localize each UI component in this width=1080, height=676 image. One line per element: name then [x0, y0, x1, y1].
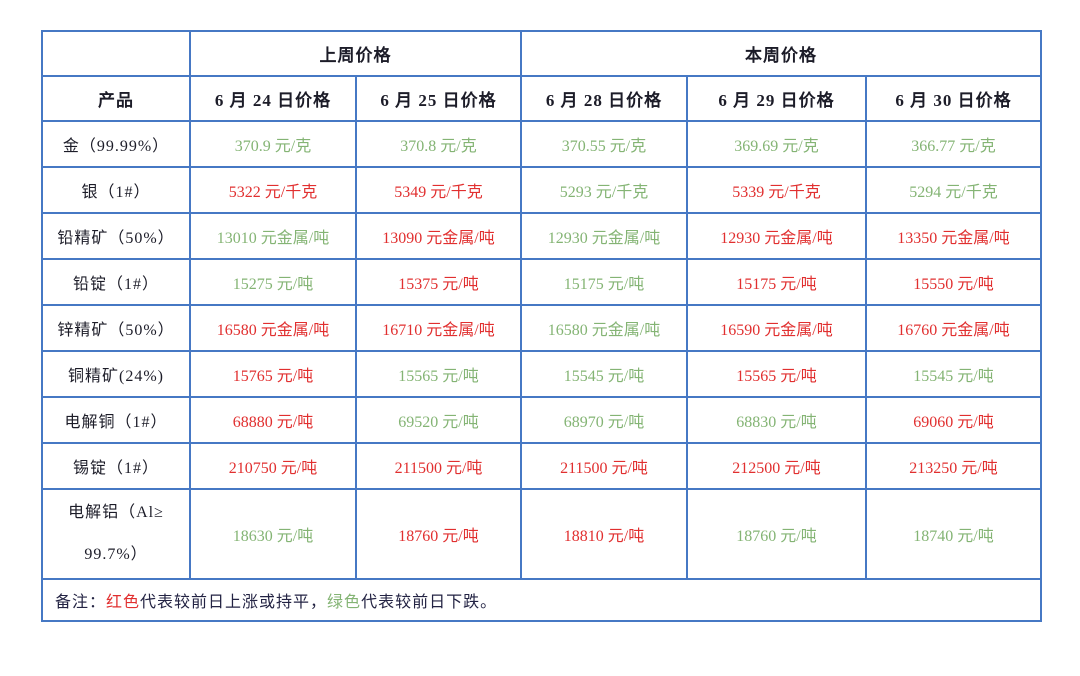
group-header-row: 上周价格 本周价格	[41, 30, 1043, 77]
product-cell: 铅锭（1#）	[41, 258, 191, 306]
price-cell: 366.77 元/克	[864, 120, 1043, 168]
date-header: 6 月 25 日价格	[355, 75, 522, 122]
product-cell: 铜精矿(24%)	[41, 350, 191, 398]
legend-note-row: 备注：红色代表较前日上涨或持平，绿色代表较前日下跌。	[40, 578, 1043, 622]
price-cell: 15565 元/吨	[355, 350, 522, 398]
group-this-week: 本周价格	[519, 30, 1043, 77]
note-prefix: 备注：	[55, 594, 107, 611]
price-cell: 18760 元/吨	[355, 488, 522, 580]
price-cell: 16590 元金属/吨	[686, 304, 867, 352]
price-cell: 69060 元/吨	[864, 396, 1043, 444]
date-header: 6 月 29 日价格	[686, 75, 867, 122]
price-cell: 68970 元/吨	[520, 396, 688, 444]
price-cell: 18760 元/吨	[686, 488, 867, 580]
price-cell: 210750 元/吨	[189, 442, 357, 490]
price-cell: 69520 元/吨	[355, 396, 522, 444]
price-cell: 18740 元/吨	[864, 488, 1043, 580]
price-cell: 16580 元金属/吨	[520, 304, 688, 352]
table-row-electrolytic-copper: 电解铜（1#） 68880 元/吨 69520 元/吨 68970 元/吨 68…	[41, 396, 1043, 444]
price-cell: 211500 元/吨	[355, 442, 522, 490]
note-green-word: 绿色	[327, 594, 362, 611]
table-row-zinc-concentrate: 锌精矿（50%） 16580 元金属/吨 16710 元金属/吨 16580 元…	[41, 304, 1043, 352]
product-column-header: 产品	[41, 75, 191, 122]
product-cell: 电解铜（1#）	[41, 396, 191, 444]
date-header: 6 月 28 日价格	[520, 75, 688, 122]
product-cell: 锌精矿（50%）	[41, 304, 191, 352]
price-cell: 15375 元/吨	[355, 258, 522, 306]
legend-note-cell: 备注：红色代表较前日上涨或持平，绿色代表较前日下跌。	[40, 578, 1043, 622]
product-cell: 银（1#）	[41, 166, 191, 214]
table-row-gold: 金（99.99%） 370.9 元/克 370.8 元/克 370.55 元/克…	[41, 120, 1043, 168]
table-row-electrolytic-aluminum: 电解铝（Al≥ 99.7%） 18630 元/吨 18760 元/吨 18810…	[41, 488, 1043, 580]
product-cell: 锡锭（1#）	[41, 442, 191, 490]
price-cell: 18630 元/吨	[189, 488, 357, 580]
table-row-lead-ingot: 铅锭（1#） 15275 元/吨 15375 元/吨 15175 元/吨 151…	[41, 258, 1043, 306]
price-cell: 13090 元金属/吨	[355, 212, 522, 260]
price-cell: 369.69 元/克	[686, 120, 867, 168]
price-cell: 5293 元/千克	[520, 166, 688, 214]
price-cell: 16760 元金属/吨	[864, 304, 1043, 352]
price-cell: 211500 元/吨	[520, 442, 688, 490]
note-up-desc: 代表较前日上涨或持平，	[140, 594, 328, 611]
date-header-row: 产品 6 月 24 日价格 6 月 25 日价格 6 月 28 日价格 6 月 …	[41, 75, 1043, 122]
price-cell: 370.8 元/克	[355, 120, 522, 168]
price-cell: 15275 元/吨	[189, 258, 357, 306]
price-cell: 15545 元/吨	[520, 350, 688, 398]
price-cell: 18810 元/吨	[520, 488, 688, 580]
table-row-lead-concentrate: 铅精矿（50%） 13010 元金属/吨 13090 元金属/吨 12930 元…	[41, 212, 1043, 260]
note-down-desc: 代表较前日下跌。	[361, 594, 498, 611]
product-cell: 金（99.99%）	[41, 120, 191, 168]
note-red-word: 红色	[106, 594, 141, 611]
corner-cell	[41, 30, 191, 77]
price-cell: 13010 元金属/吨	[189, 212, 357, 260]
table-row-copper-concentrate: 铜精矿(24%) 15765 元/吨 15565 元/吨 15545 元/吨 1…	[41, 350, 1043, 398]
price-cell: 5339 元/千克	[686, 166, 867, 214]
price-cell: 5294 元/千克	[864, 166, 1043, 214]
price-cell: 68830 元/吨	[686, 396, 867, 444]
price-cell: 5322 元/千克	[189, 166, 357, 214]
group-last-week: 上周价格	[189, 30, 522, 77]
price-cell: 68880 元/吨	[189, 396, 357, 444]
date-header: 6 月 24 日价格	[189, 75, 357, 122]
price-cell: 16710 元金属/吨	[355, 304, 522, 352]
price-cell: 370.9 元/克	[189, 120, 357, 168]
price-cell: 5349 元/千克	[355, 166, 522, 214]
price-cell: 15550 元/吨	[864, 258, 1043, 306]
product-cell: 铅精矿（50%）	[41, 212, 191, 260]
price-cell: 15765 元/吨	[189, 350, 357, 398]
product-cell: 电解铝（Al≥ 99.7%）	[41, 488, 191, 580]
price-cell: 15175 元/吨	[686, 258, 867, 306]
price-cell: 212500 元/吨	[686, 442, 867, 490]
price-cell: 370.55 元/克	[520, 120, 688, 168]
metal-price-table: 上周价格 本周价格 产品 6 月 24 日价格 6 月 25 日价格 6 月 2…	[40, 30, 1043, 622]
price-cell: 13350 元金属/吨	[864, 212, 1043, 260]
price-cell: 16580 元金属/吨	[189, 304, 357, 352]
price-cell: 12930 元金属/吨	[520, 212, 688, 260]
table-row-tin-ingot: 锡锭（1#） 210750 元/吨 211500 元/吨 211500 元/吨 …	[41, 442, 1043, 490]
price-cell: 213250 元/吨	[864, 442, 1043, 490]
price-cell: 15545 元/吨	[864, 350, 1043, 398]
price-cell: 15175 元/吨	[520, 258, 688, 306]
price-cell: 12930 元金属/吨	[686, 212, 867, 260]
date-header: 6 月 30 日价格	[864, 75, 1043, 122]
price-cell: 15565 元/吨	[686, 350, 867, 398]
table-row-silver: 银（1#） 5322 元/千克 5349 元/千克 5293 元/千克 5339…	[41, 166, 1043, 214]
